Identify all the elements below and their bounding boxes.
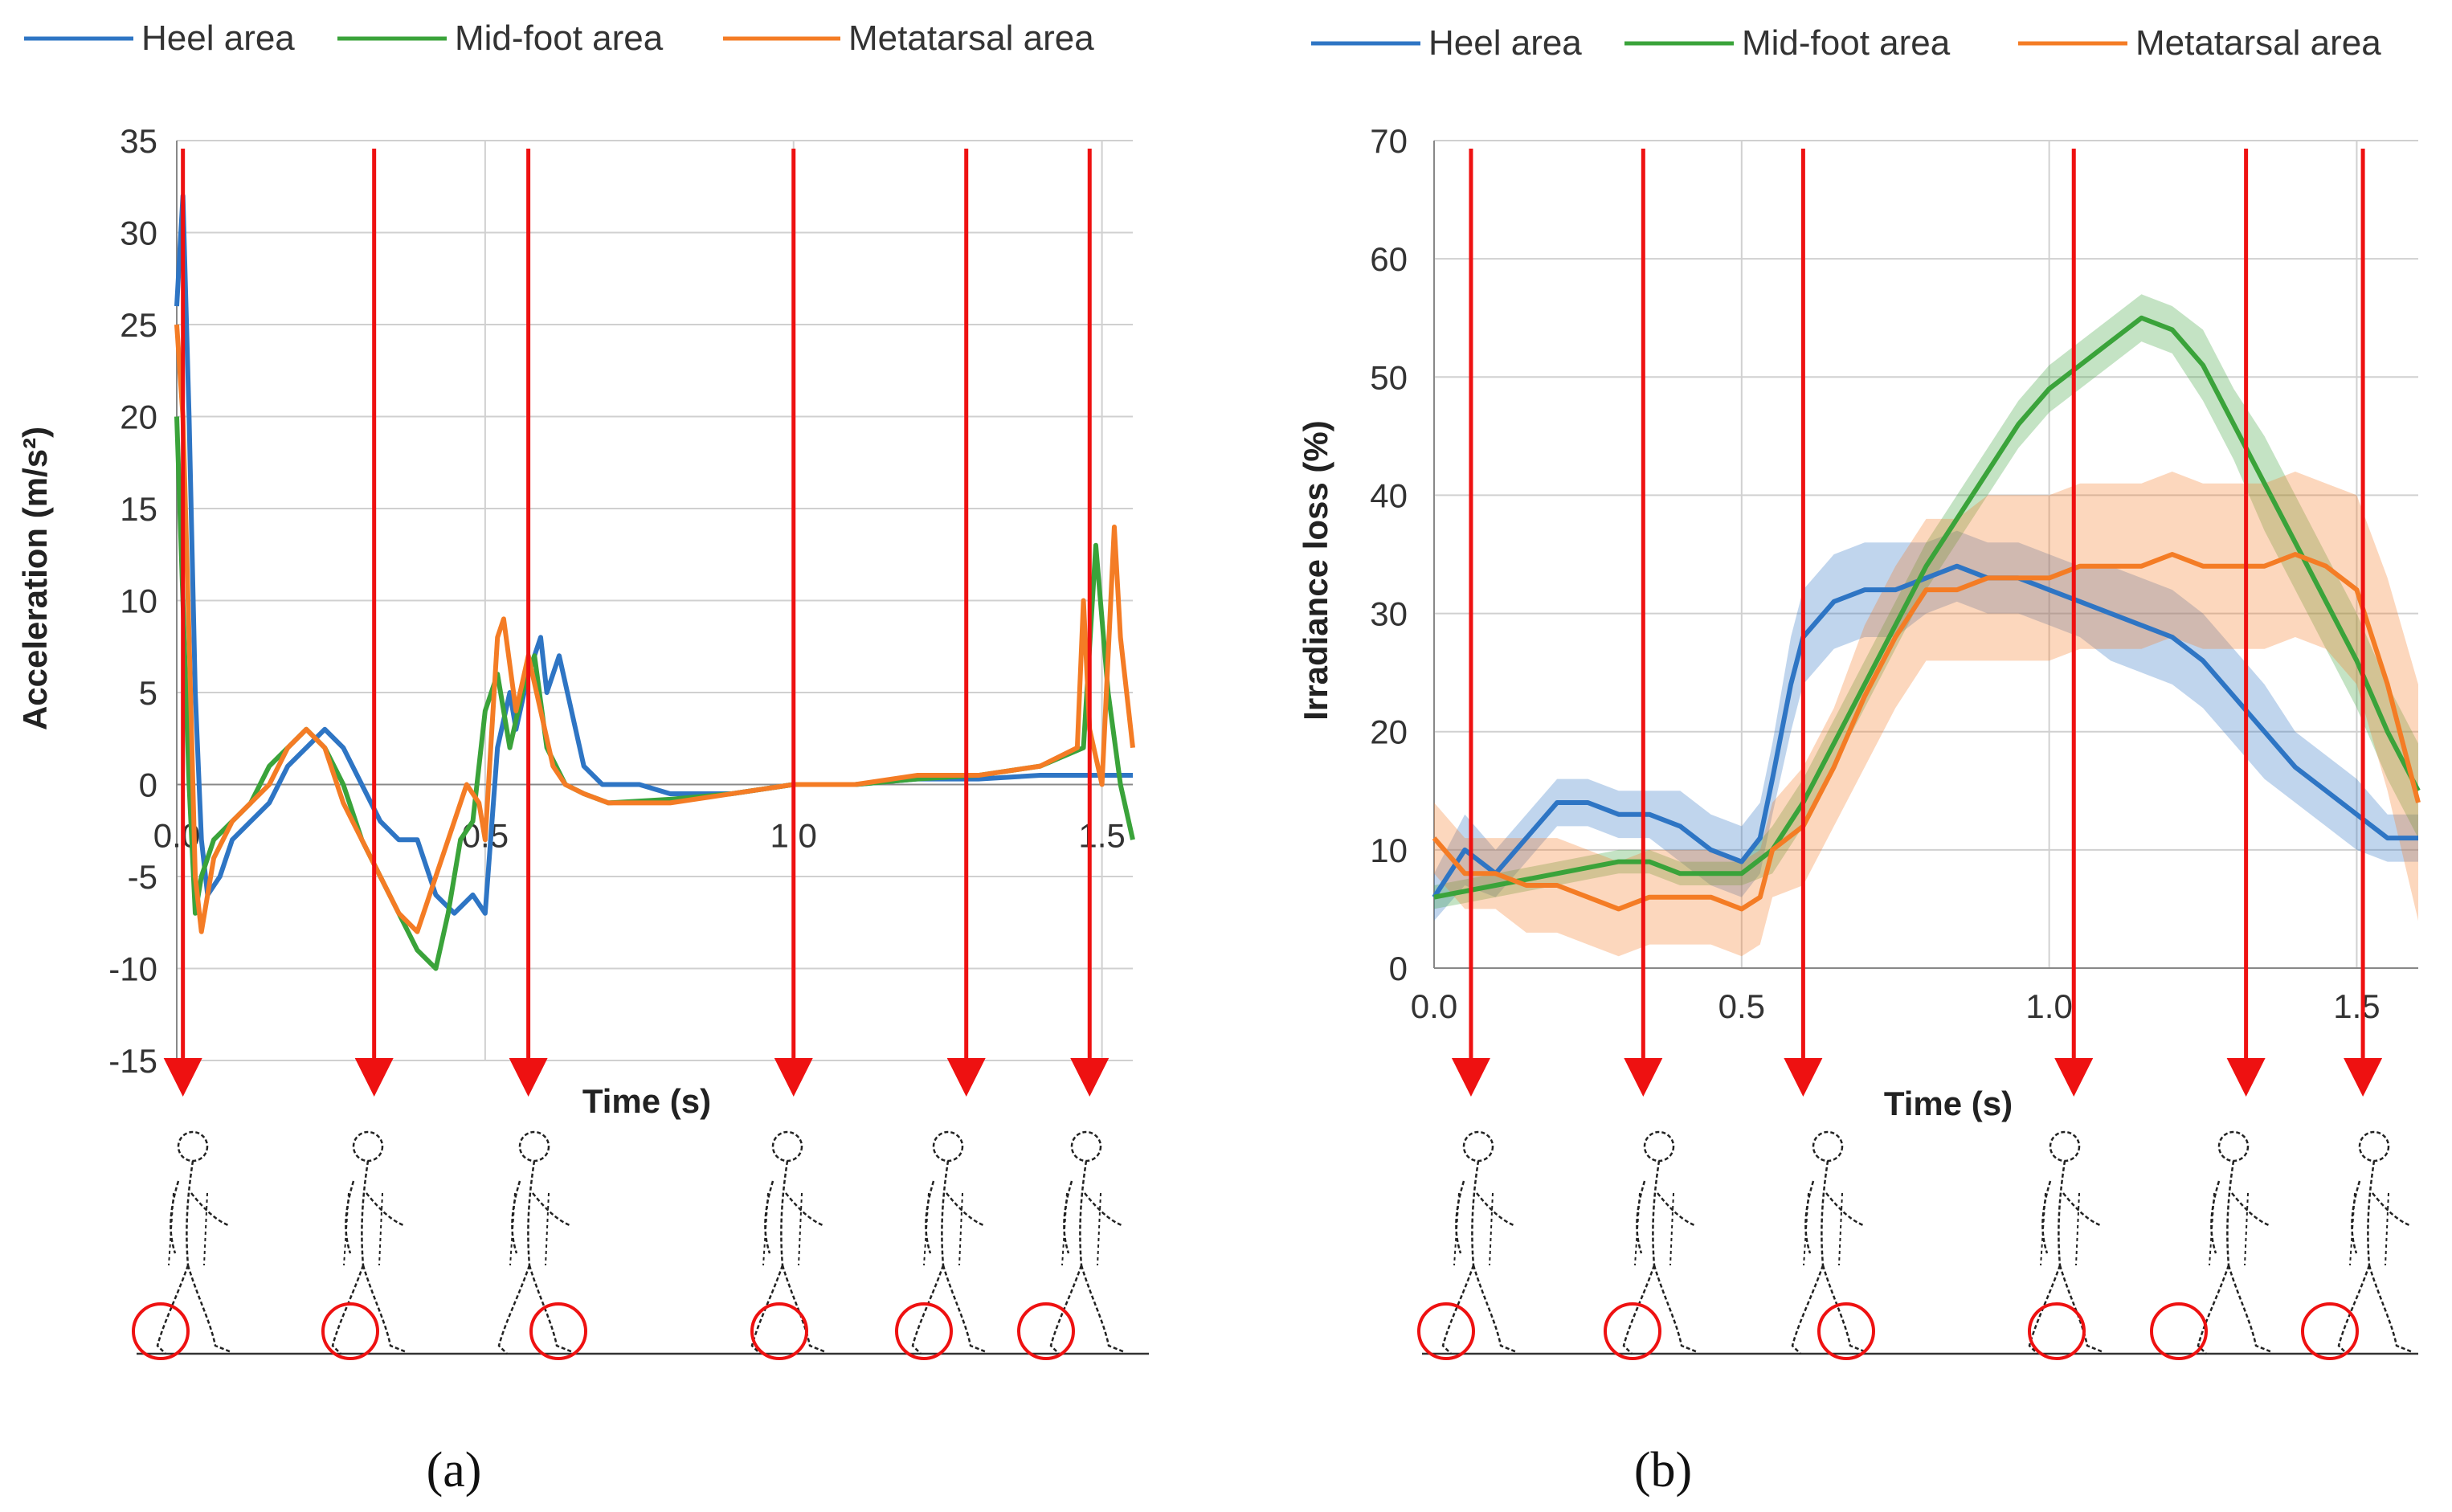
y-tick-label: -10 <box>108 950 157 988</box>
series-lines-b <box>1432 315 2421 912</box>
y-tick-label: 0 <box>1389 950 1408 987</box>
y-tick-label: 15 <box>120 490 157 528</box>
x-axis-title-b: Time (s) <box>1884 1085 2013 1122</box>
event-marker-arrowhead <box>2344 1058 2383 1097</box>
foot-contact-circle <box>750 1302 808 1360</box>
legend-a-heel-label: Heel area <box>141 18 295 58</box>
series-line-heel <box>1432 563 2418 899</box>
walking-person-figure <box>331 1130 408 1355</box>
walking-person-figure <box>1441 1130 1518 1355</box>
foot-contact-circle <box>895 1302 953 1360</box>
legend-a: Heel area Mid-foot area Metatarsal area <box>24 18 1094 58</box>
event-marker-arrowhead <box>2054 1058 2094 1097</box>
x-tick-label: 0.0 <box>1411 987 1457 1025</box>
event-marker-arrowhead <box>1784 1058 1823 1097</box>
panel-a-label: (a) <box>427 1443 482 1498</box>
walking-person-figure <box>2197 1130 2274 1355</box>
event-marker-arrowhead <box>1624 1058 1663 1097</box>
band-metatarsal <box>1434 472 2418 957</box>
y-tick-label: 30 <box>120 215 157 252</box>
x-axis-title-a: Time (s) <box>582 1082 711 1120</box>
foot-contact-circle <box>2150 1302 2208 1360</box>
foot-contact-circle <box>132 1302 190 1360</box>
x-ticks-b: 0.0 0.5 1.0 1.5 <box>1411 987 2380 1025</box>
acceleration-chart: Heel area Mid-foot area Metatarsal area … <box>16 18 1149 1498</box>
y-ticks-a: -15 -10 -5 0 5 10 15 20 25 30 35 <box>108 122 157 1080</box>
y-tick-label: 5 <box>139 674 157 712</box>
y-tick-label: 50 <box>1370 358 1408 396</box>
legend-a-metatarsal-label: Metatarsal area <box>848 18 1094 58</box>
walking-person-figure <box>497 1130 574 1355</box>
y-tick-label: 60 <box>1370 240 1408 278</box>
panel-b-label: (b) <box>1634 1443 1692 1498</box>
y-tick-label: 10 <box>120 582 157 620</box>
event-marker-arrowhead <box>354 1058 394 1097</box>
y-tick-label: 40 <box>1370 476 1408 514</box>
legend-b-metatarsal-label: Metatarsal area <box>2135 23 2381 63</box>
y-tick-label: 20 <box>120 398 157 436</box>
y-tick-label: 35 <box>120 122 157 160</box>
series-line-metatarsal <box>1432 552 2421 912</box>
walking-person-figure <box>1791 1130 1868 1355</box>
x-tick-label: 1.5 <box>1078 817 1125 855</box>
gridlines-a <box>176 140 1133 1061</box>
y-tick-label: 30 <box>1370 595 1408 633</box>
walking-person-figure <box>2337 1130 2414 1355</box>
event-marker-arrowhead <box>509 1058 548 1097</box>
event-markers-a <box>163 149 1110 1097</box>
y-tick-label: 10 <box>1370 832 1408 869</box>
legend-b-heel-label: Heel area <box>1428 23 1582 63</box>
foot-contact-circle <box>2028 1302 2086 1360</box>
y-tick-label: -5 <box>128 858 157 896</box>
walking-person-figure <box>2028 1130 2105 1355</box>
event-marker-arrowhead <box>946 1058 986 1097</box>
y-tick-label: 20 <box>1370 713 1408 751</box>
gridlines-b <box>1433 140 2418 969</box>
x-ticks-a: 0.0 0.5 1.0 1.5 <box>153 817 1126 855</box>
foot-contact-circle <box>1817 1302 1875 1360</box>
walking-person-figure <box>750 1130 828 1355</box>
event-marker-arrowhead <box>774 1058 813 1097</box>
foot-contact-circle <box>1417 1302 1475 1360</box>
y-tick-label: -15 <box>108 1042 157 1080</box>
y-tick-label: 70 <box>1370 122 1408 160</box>
series-line-heel <box>174 193 1133 916</box>
walking-person-figure <box>156 1130 233 1355</box>
irradiance-chart: Heel area Mid-foot area Metatarsal area … <box>1297 23 2421 1498</box>
y-tick-label: 25 <box>120 306 157 344</box>
gait-illustrations-a <box>132 1130 1149 1360</box>
foot-contact-circle <box>1017 1302 1075 1360</box>
series-line-midfoot <box>1433 315 2421 900</box>
x-tick-label: 1.0 <box>2025 987 2072 1025</box>
series-lines-a <box>174 193 1135 971</box>
x-tick-label: 0.5 <box>1718 987 1765 1025</box>
walking-person-figure <box>1049 1130 1126 1355</box>
event-marker-arrowhead <box>1451 1058 1490 1097</box>
foot-contact-circle <box>2301 1302 2359 1360</box>
foot-contact-circle <box>529 1302 587 1360</box>
y-axis-title-b: Irradiance loss (%) <box>1297 420 1334 720</box>
event-marker-arrowhead <box>1070 1058 1110 1097</box>
legend-a-midfoot-label: Mid-foot area <box>455 18 664 58</box>
event-markers-b <box>1451 149 2383 1097</box>
foot-contact-circle <box>321 1302 379 1360</box>
series-line-metatarsal <box>174 324 1135 934</box>
event-marker-arrowhead <box>163 1058 202 1097</box>
event-marker-arrowhead <box>2226 1058 2266 1097</box>
band-heel <box>1434 530 2418 922</box>
gait-illustrations-b <box>1417 1130 2418 1360</box>
walking-person-figure <box>1622 1130 1699 1355</box>
y-axis-title-a: Acceleration (m/s²) <box>16 427 54 730</box>
y-tick-label: 0 <box>139 766 157 804</box>
y-ticks-b: 0 10 20 30 40 50 60 70 <box>1370 122 1408 987</box>
legend-b: Heel area Mid-foot area Metatarsal area <box>1311 23 2381 63</box>
x-tick-label: 1.5 <box>2333 987 2380 1025</box>
legend-b-midfoot-label: Mid-foot area <box>1742 23 1951 63</box>
foot-contact-circle <box>1604 1302 1661 1360</box>
confidence-bands-b <box>1434 294 2418 957</box>
